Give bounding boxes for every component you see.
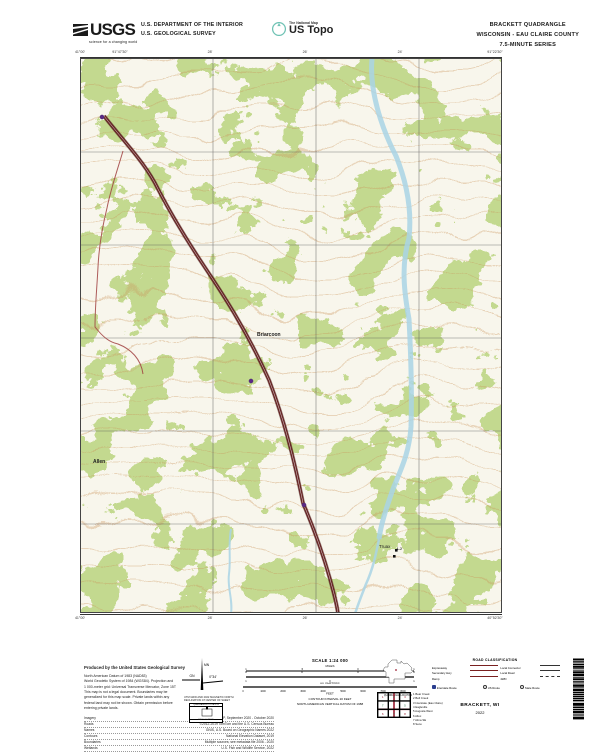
svg-text:1: 1: [245, 679, 247, 683]
svg-text:6: 6: [382, 712, 384, 716]
svg-text:3: 3: [404, 695, 406, 699]
svg-text:LJ: LJ: [397, 546, 402, 551]
svg-text:0: 0: [242, 690, 244, 693]
svg-text:0: 0: [357, 667, 359, 671]
svg-text:6000: 6000: [360, 690, 366, 693]
svg-text:FEET: FEET: [326, 692, 334, 696]
svg-text:0°34': 0°34': [209, 675, 217, 679]
svg-text:1: 1: [245, 667, 247, 671]
svg-text:1: 1: [382, 695, 384, 699]
svg-text:Allen: Allen: [93, 459, 105, 465]
svg-text:2: 2: [393, 695, 395, 699]
svg-text:KILOMETERS: KILOMETERS: [320, 682, 339, 685]
svg-text:7: 7: [393, 712, 395, 716]
svg-text:MN: MN: [204, 663, 210, 667]
svg-text:5: 5: [404, 704, 406, 708]
svg-text:7: 7: [382, 704, 384, 708]
svg-text:1000: 1000: [260, 690, 266, 693]
svg-text:5000: 5000: [340, 690, 346, 693]
svg-text:2000: 2000: [280, 690, 286, 693]
svg-text:3000: 3000: [300, 690, 306, 693]
svg-text:.5: .5: [301, 667, 304, 671]
svg-text:MILES: MILES: [325, 664, 334, 668]
svg-text:GN: GN: [190, 674, 196, 678]
svg-text:Truax: Truax: [379, 544, 391, 549]
svg-text:8: 8: [404, 712, 406, 716]
svg-text:Briarcoon: Briarcoon: [257, 332, 281, 338]
